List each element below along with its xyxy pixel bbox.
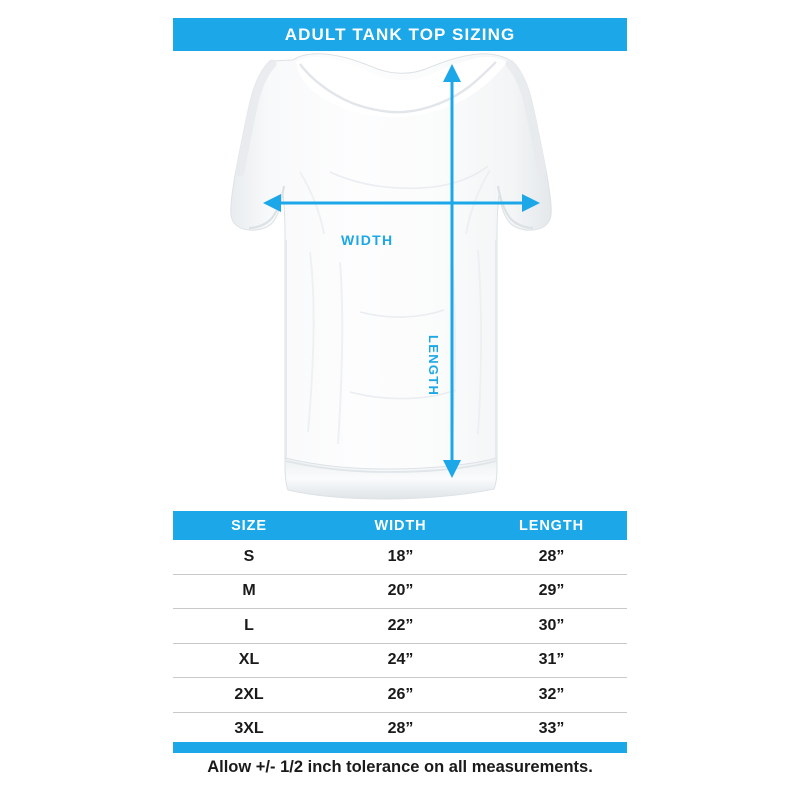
table-row: 3XL 28” 33” (173, 713, 627, 747)
cell-size: S (243, 547, 255, 565)
cell-length: 30” (538, 616, 565, 634)
sizing-table: SIZE WIDTH LENGTH S 18” 28” M 20” 29” L … (173, 511, 627, 746)
table-header-row: SIZE WIDTH LENGTH (173, 511, 627, 540)
width-measurement-label: WIDTH (341, 232, 394, 248)
cell-size: L (244, 616, 254, 634)
cell-length: 32” (538, 685, 565, 703)
table-row: S 18” 28” (173, 540, 627, 575)
column-header-size: SIZE (231, 517, 267, 534)
cell-width: 20” (387, 582, 414, 600)
cell-length: 28” (538, 547, 565, 565)
garment-illustration: WIDTH LENGTH (0, 52, 800, 504)
tolerance-note: Allow +/- 1/2 inch tolerance on all meas… (207, 758, 593, 776)
cell-size: 3XL (234, 720, 264, 738)
cell-width: 26” (387, 685, 414, 703)
cell-length: 29” (538, 582, 565, 600)
table-row: M 20” 29” (173, 575, 627, 609)
cell-length: 33” (538, 720, 565, 738)
page-title: ADULT TANK TOP SIZING (284, 24, 516, 44)
column-header-length: LENGTH (518, 517, 584, 534)
cell-width: 28” (387, 720, 414, 738)
cell-size: XL (238, 651, 260, 669)
table-row: 2XL 26” 32” (173, 678, 627, 713)
footer-accent-bar (173, 742, 627, 753)
tank-top-diagram-svg (230, 53, 552, 500)
table-row: L 22” 30” (173, 609, 627, 644)
cell-width: 18” (387, 547, 414, 565)
cell-length: 31” (538, 651, 565, 669)
cell-size: 2XL (234, 685, 264, 703)
page-title-bar: ADULT TANK TOP SIZING (173, 18, 627, 51)
tank-top-body (230, 53, 552, 500)
length-measurement-label: LENGTH (426, 335, 441, 397)
length-measurement-arrow (443, 64, 461, 478)
width-measurement-arrow (263, 194, 540, 212)
cell-width: 22” (387, 616, 414, 634)
table-row: XL 24” 31” (173, 644, 627, 678)
cell-size: M (242, 582, 256, 600)
cell-width: 24” (387, 651, 414, 669)
column-header-width: WIDTH (374, 517, 427, 534)
